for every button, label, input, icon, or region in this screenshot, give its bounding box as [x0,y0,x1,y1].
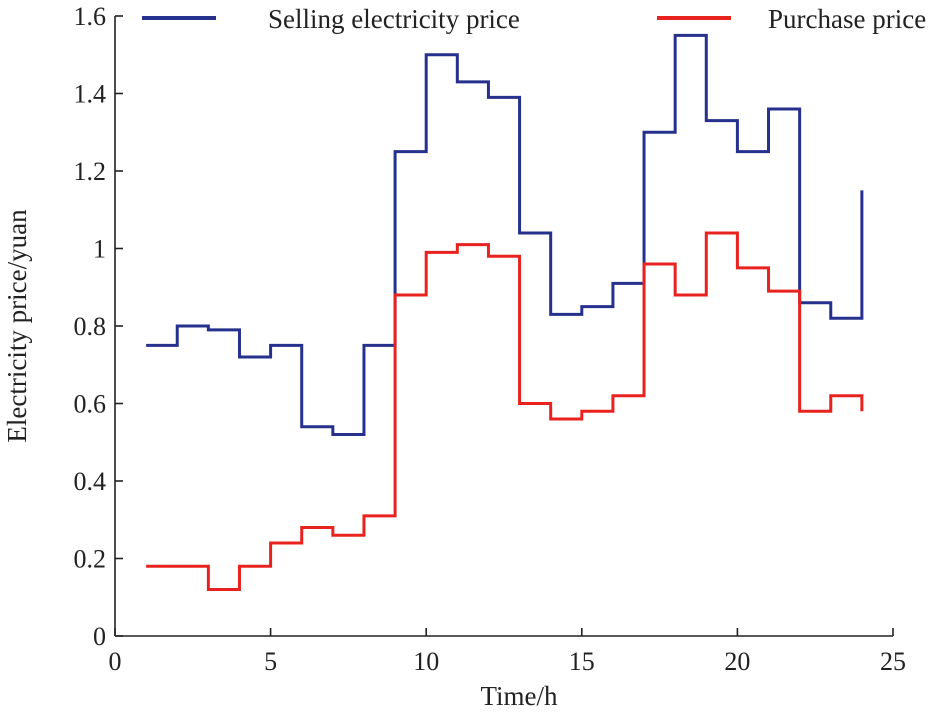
x-axis-title: Time/h [480,681,558,711]
y-axis-title: Electricity price/yuan [2,209,32,443]
y-tick-label: 0.2 [74,545,107,574]
series-layer [146,33,864,591]
y-tick-label: 0 [93,622,106,651]
y-tick-label: 1.2 [74,157,107,186]
y-tick-label: 0.4 [74,467,107,496]
y-tick-label: 1.4 [74,80,107,109]
y-tick-label: 0.6 [74,390,107,419]
y-tick-label: 0.8 [74,312,107,341]
x-tick-label: 15 [569,647,595,676]
legend-label-selling: Selling electricity price [268,4,520,34]
x-tick-label: 10 [413,647,439,676]
x-tick-label: 20 [724,647,750,676]
ticks-layer: 0 5 10 15 20 25 0 0.2 0.4 0.6 0.8 1 1.2 1.4 1.6 [74,2,907,676]
series-line-0 [146,33,864,436]
legend: Selling electricity price Purchase price [142,4,926,34]
x-tick-label: 5 [264,647,277,676]
series-line-1 [146,231,864,591]
x-tick-label: 0 [109,647,122,676]
y-tick-label: 1 [93,235,106,264]
x-tick-label: 25 [880,647,906,676]
y-tick-label: 1.6 [74,2,107,31]
legend-label-purchase: Purchase price [768,4,926,34]
